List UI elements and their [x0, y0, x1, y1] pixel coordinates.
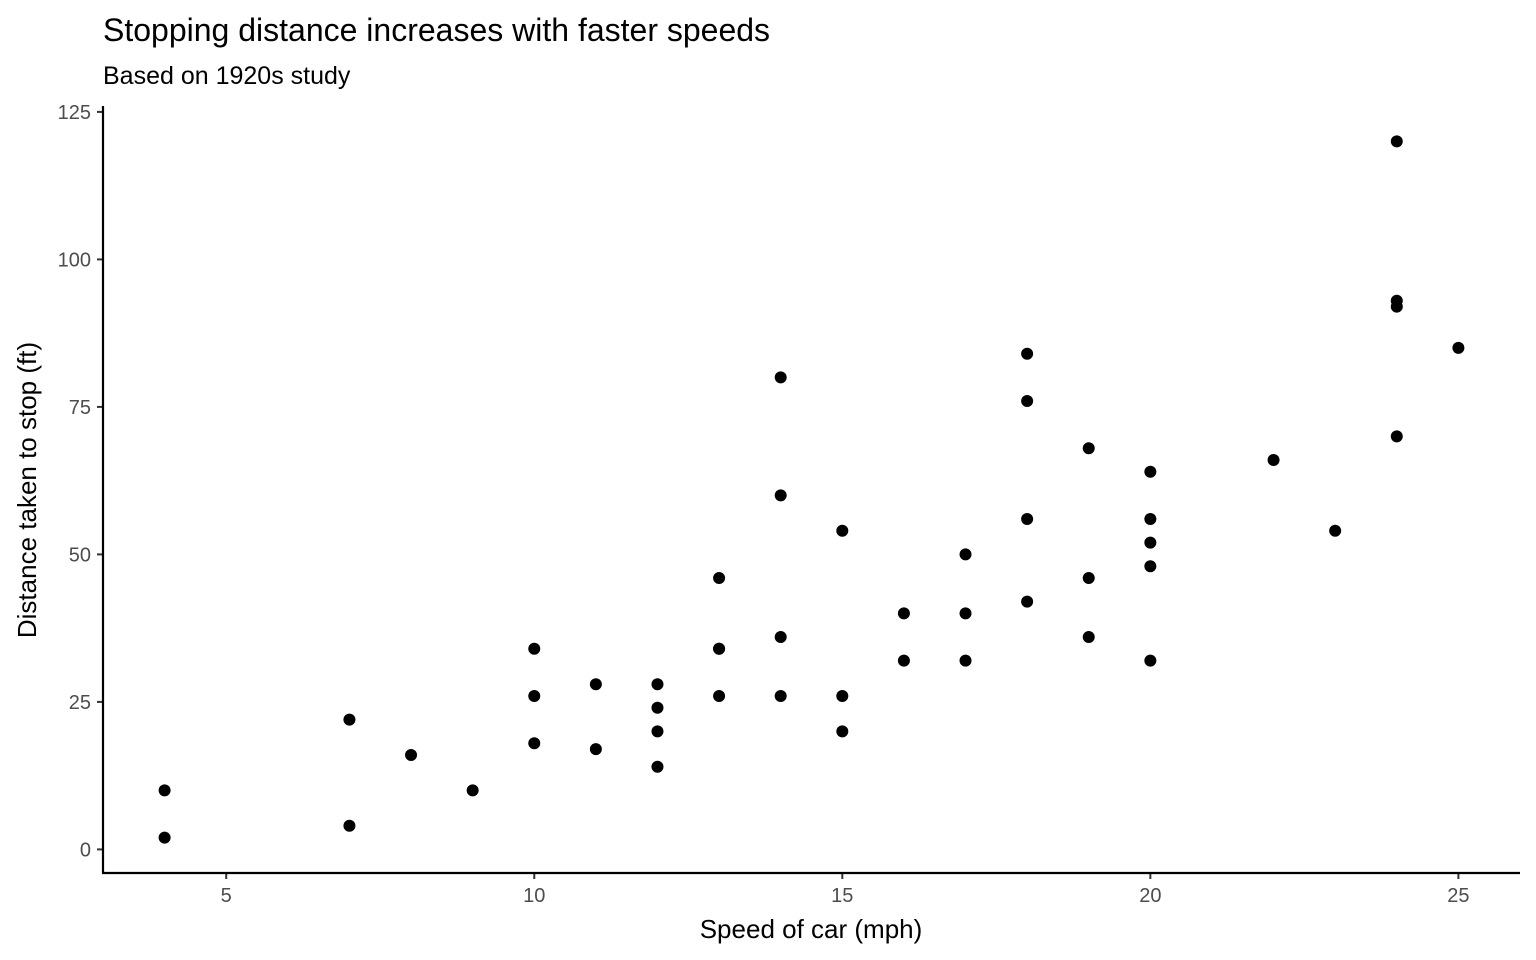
- y-axis-ticks: 0 25 50 75 100 125: [58, 102, 103, 861]
- x-tick-label: 15: [831, 885, 853, 907]
- y-tick-label: 50: [69, 544, 91, 566]
- data-point: [1390, 294, 1403, 307]
- data-point: [528, 642, 541, 655]
- data-point: [959, 654, 972, 667]
- x-axis-title: Speed of car (mph): [700, 914, 923, 944]
- data-point: [651, 678, 664, 691]
- data-point: [774, 690, 787, 702]
- chart-subtitle: Based on 1920s study: [103, 62, 351, 90]
- data-point: [1082, 442, 1095, 455]
- data-point: [774, 489, 787, 502]
- data-point: [897, 654, 910, 667]
- x-axis-ticks: 5 10 15 20 25: [221, 873, 1470, 907]
- data-point: [1390, 135, 1403, 148]
- data-point: [1082, 631, 1095, 643]
- data-point: [466, 784, 479, 797]
- data-point: [959, 607, 972, 620]
- y-tick-label: 100: [58, 249, 91, 271]
- chart-title: Stopping distance increases with faster …: [103, 12, 770, 48]
- data-point: [713, 642, 726, 655]
- data-point: [1021, 513, 1034, 525]
- data-point: [713, 690, 726, 702]
- data-point: [774, 371, 787, 384]
- data-point: [1267, 454, 1280, 466]
- y-axis-title: Distance taken to stop (ft): [12, 342, 42, 638]
- data-point: [651, 701, 664, 714]
- data-point: [1144, 654, 1157, 667]
- data-point: [343, 713, 356, 726]
- data-point: [158, 784, 171, 797]
- data-point: [836, 690, 849, 702]
- y-tick-label: 25: [69, 692, 91, 714]
- data-point: [713, 572, 726, 584]
- x-tick-label: 5: [221, 885, 232, 907]
- x-tick-label: 10: [523, 885, 545, 907]
- data-point: [589, 678, 602, 691]
- data-point: [836, 524, 849, 537]
- data-point: [836, 725, 849, 738]
- data-point: [1021, 347, 1034, 360]
- data-point: [1144, 536, 1157, 549]
- data-point: [1021, 595, 1034, 608]
- data-point: [589, 743, 602, 756]
- data-point: [897, 607, 910, 620]
- data-point: [1021, 395, 1034, 407]
- x-tick-label: 25: [1447, 885, 1469, 907]
- data-point: [528, 737, 541, 750]
- data-point: [959, 548, 972, 561]
- data-point: [405, 749, 418, 761]
- data-point: [1390, 430, 1403, 443]
- y-tick-label: 0: [80, 839, 91, 861]
- data-point: [1329, 524, 1342, 537]
- data-point: [651, 760, 664, 773]
- data-point: [1452, 341, 1465, 354]
- data-point: [343, 819, 356, 832]
- y-tick-label: 75: [69, 397, 91, 419]
- data-point: [158, 831, 171, 844]
- data-point: [528, 690, 541, 702]
- data-point: [1144, 513, 1157, 525]
- data-point: [1082, 572, 1095, 584]
- data-point: [651, 725, 664, 738]
- x-tick-label: 20: [1139, 885, 1161, 907]
- data-point: [774, 631, 787, 643]
- data-point: [1144, 560, 1157, 573]
- data-points: [158, 135, 1465, 844]
- y-tick-label: 125: [58, 102, 91, 124]
- data-point: [1144, 465, 1157, 478]
